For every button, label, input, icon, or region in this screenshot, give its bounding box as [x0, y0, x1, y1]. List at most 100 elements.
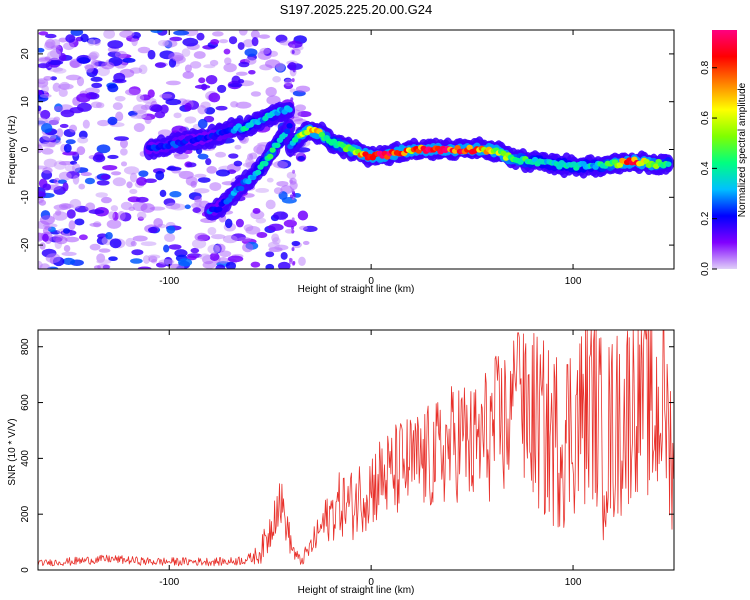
- spectrogram-blob: [62, 182, 69, 192]
- spectrogram-blob: [242, 39, 255, 48]
- spectrogram-blob: [107, 40, 124, 49]
- spectrogram-blob: [250, 91, 262, 97]
- spectrogram-blob: [52, 82, 61, 93]
- colorbar-tick-label: 0.2: [700, 211, 711, 225]
- spectrogram-blob: [41, 122, 53, 133]
- spectrogram-blob: [110, 171, 122, 176]
- spectrogram-blob: [77, 57, 91, 64]
- spectrogram-blob: [41, 148, 54, 155]
- spectrogram-blob: [105, 231, 113, 240]
- spectrogram-blob: [95, 192, 108, 198]
- spectrogram-blob: [63, 244, 71, 252]
- spectrogram-blob: [215, 169, 231, 177]
- spectrogram-blob: [125, 88, 141, 96]
- spectrogram-blob: [147, 226, 158, 234]
- spectrogram-blob: [166, 225, 176, 234]
- spectrogram-blob: [91, 82, 103, 89]
- spectrogram-blob: [238, 30, 248, 36]
- spectrogram-blob: [235, 71, 248, 76]
- y-tick-label: 400: [20, 450, 31, 467]
- x-tick-label: 100: [565, 276, 582, 287]
- spectrogram-blob: [209, 182, 222, 191]
- spectrogram-blob: [38, 47, 45, 53]
- spectrogram-blob: [114, 95, 126, 102]
- spectrogram-blob: [52, 211, 68, 221]
- spectrogram-blob: [265, 251, 275, 258]
- spectrogram-blob: [126, 181, 133, 189]
- spectrogram-blob: [97, 119, 110, 127]
- spectrogram-blob: [165, 80, 181, 86]
- spectrogram-blob: [38, 31, 49, 36]
- spectrogram-x-ticks: -100 0 100: [159, 30, 582, 287]
- spectrogram-blob: [158, 39, 169, 47]
- spectrogram-blob: [159, 93, 173, 99]
- colorbar-label: Normalized spectral amplitude: [737, 82, 748, 217]
- spectrogram-blob: [103, 30, 116, 39]
- spectrogram-blob: [88, 209, 105, 215]
- spectrogram-blob: [62, 257, 76, 265]
- spectrogram-blob: [165, 98, 182, 106]
- spectrogram-blob: [63, 42, 75, 51]
- spectrogram-blob: [108, 211, 116, 220]
- y-tick-label: 10: [20, 96, 31, 108]
- spectrogram-blob: [291, 217, 295, 222]
- spectrogram-blob: [168, 58, 177, 68]
- spectrogram-blob: [299, 225, 308, 231]
- spectrogram-blob: [255, 187, 270, 193]
- spectrogram-blob: [297, 156, 306, 161]
- spectrogram-blob: [42, 233, 49, 242]
- spectrogram-blob: [225, 261, 237, 269]
- spectrogram-blob: [238, 78, 245, 84]
- spectrogram-ridge-point: [274, 142, 281, 149]
- spectrogram-blob: [218, 257, 229, 264]
- spectrogram-blob: [154, 62, 167, 68]
- spectrogram-blob: [291, 229, 295, 234]
- spectrogram-blob: [40, 109, 51, 120]
- spectrogram-blob: [80, 172, 92, 177]
- spectrogram-blob: [114, 50, 128, 59]
- spectrogram-blob: [172, 56, 184, 62]
- spectrogram-blob: [194, 199, 202, 207]
- spectrogram-blob: [93, 265, 101, 269]
- spectrogram-blob: [90, 76, 103, 82]
- spectrogram-ridge-point: [269, 147, 276, 153]
- spectrogram-blob: [129, 172, 138, 183]
- spectrogram-blob: [169, 191, 182, 198]
- snr-frame: [37, 329, 675, 571]
- spectrogram-blob: [54, 106, 64, 112]
- spectrogram-blob: [132, 235, 148, 242]
- spectrogram-blob: [44, 225, 52, 231]
- y-tick-label: -10: [20, 190, 31, 205]
- spectrogram-blob: [235, 218, 244, 228]
- spectrogram-blob: [133, 123, 145, 133]
- spectrogram-blob: [53, 204, 69, 211]
- spectrogram-blob: [203, 64, 216, 69]
- spectrogram-blob: [208, 92, 221, 103]
- spectrogram-blob: [292, 40, 296, 45]
- spectrogram-blob: [45, 253, 61, 264]
- spectrogram-blob: [291, 78, 295, 83]
- spectrogram-blob: [62, 228, 70, 234]
- spectrogram-blob: [38, 105, 42, 112]
- spectrogram-blob: [222, 235, 238, 244]
- spectrogram-blob: [65, 139, 76, 145]
- spectrogram-blob: [100, 196, 112, 204]
- spectrogram-blob: [61, 251, 77, 256]
- x-tick-label: -100: [159, 276, 179, 287]
- spectrogram-blob: [59, 123, 69, 128]
- snr-panel: -100 0 100 0 200 400 600 800 Height of straigh…: [7, 329, 675, 596]
- spectrogram-blob: [215, 264, 226, 269]
- spectrogram-blob: [186, 162, 197, 168]
- spectrogram-blob: [182, 71, 194, 79]
- spectrogram-blob: [193, 188, 210, 194]
- spectrogram-ridge-point: [283, 128, 291, 135]
- spectrogram-blob: [109, 238, 122, 249]
- spectrogram-blob: [272, 160, 289, 169]
- spectrogram-blob: [210, 234, 226, 240]
- spectrogram-blob: [42, 167, 53, 174]
- spectrogram-blob: [136, 211, 147, 220]
- spectrogram-blob: [251, 37, 259, 47]
- spectrogram-ridge-point: [216, 206, 223, 212]
- spectrogram-blob: [255, 217, 267, 224]
